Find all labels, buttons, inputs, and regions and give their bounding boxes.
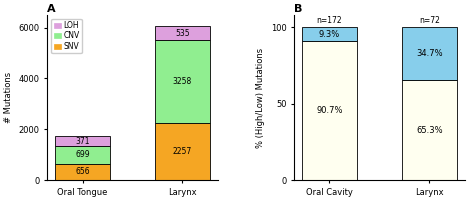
Y-axis label: % (High/Low) Mutations: % (High/Low) Mutations: [256, 47, 265, 148]
Text: 90.7%: 90.7%: [316, 106, 343, 115]
Text: B: B: [294, 4, 302, 14]
Bar: [55, 146, 110, 163]
Bar: [302, 27, 357, 41]
Bar: [302, 41, 357, 180]
Text: n=72: n=72: [419, 16, 440, 25]
Text: A: A: [47, 4, 56, 14]
Bar: [402, 80, 457, 180]
Bar: [155, 26, 210, 40]
Text: 65.3%: 65.3%: [416, 126, 443, 135]
Bar: [155, 123, 210, 180]
Legend: LOH, CNV, SNV: LOH, CNV, SNV: [51, 19, 82, 53]
Text: 656: 656: [75, 167, 90, 176]
Y-axis label: # Mutations: # Mutations: [4, 72, 13, 123]
Bar: [55, 163, 110, 180]
Text: 9.3%: 9.3%: [319, 30, 340, 39]
Text: 535: 535: [175, 29, 190, 38]
Text: 371: 371: [75, 137, 90, 145]
Bar: [55, 136, 110, 146]
Text: 34.7%: 34.7%: [416, 49, 443, 58]
Bar: [402, 27, 457, 80]
Text: 3258: 3258: [173, 77, 192, 86]
Text: n=172: n=172: [317, 16, 342, 25]
Text: 2257: 2257: [173, 147, 192, 156]
Bar: [155, 40, 210, 123]
Text: 699: 699: [75, 150, 90, 159]
